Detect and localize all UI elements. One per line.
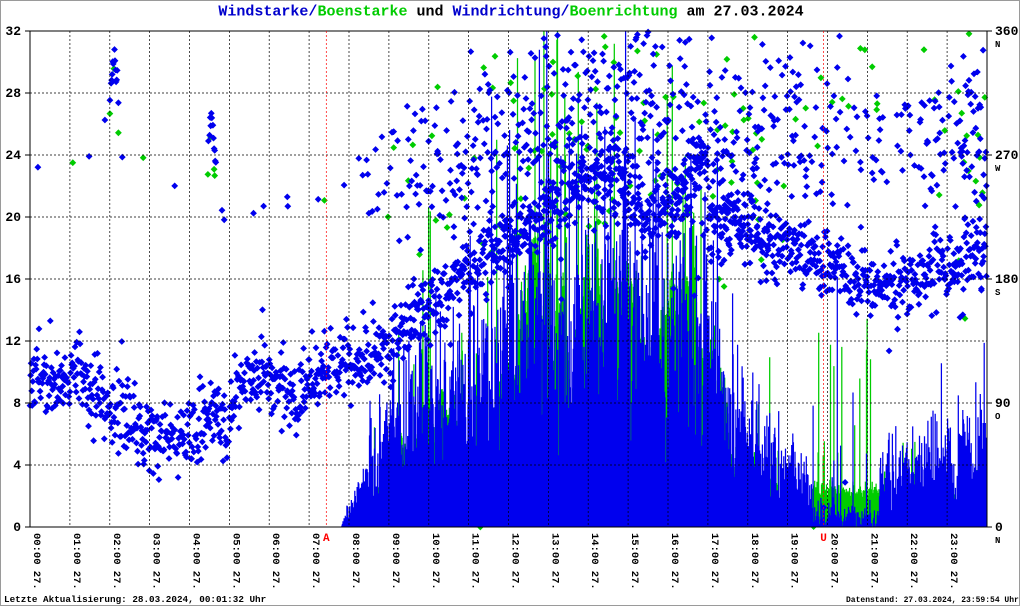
svg-text:04:00 27.: 04:00 27. [190, 533, 202, 590]
svg-text:0: 0 [13, 520, 21, 535]
svg-text:17:00 27.: 17:00 27. [708, 533, 720, 590]
svg-text:24: 24 [5, 148, 21, 163]
svg-text:01:00 27.: 01:00 27. [70, 533, 82, 590]
svg-text:14:00 27.: 14:00 27. [588, 533, 600, 590]
svg-text:O: O [995, 412, 1001, 422]
svg-text:02:00 27.: 02:00 27. [110, 533, 122, 590]
svg-text:20:00 27.: 20:00 27. [828, 533, 840, 590]
svg-text:13:00 27.: 13:00 27. [548, 533, 560, 590]
svg-text:32: 32 [5, 24, 21, 39]
svg-text:12: 12 [5, 334, 21, 349]
svg-text:A: A [323, 533, 330, 545]
svg-text:N: N [995, 536, 1000, 546]
svg-text:09:00 27.: 09:00 27. [389, 533, 401, 590]
svg-text:05:00 27.: 05:00 27. [229, 533, 241, 590]
svg-text:Letzte Aktualisierung: 28.03.2: Letzte Aktualisierung: 28.03.2024, 00:01… [4, 594, 266, 605]
svg-text:360: 360 [995, 24, 1019, 39]
svg-text:U: U [820, 533, 827, 545]
svg-text:00:00 27.: 00:00 27. [30, 533, 42, 590]
svg-text:90: 90 [995, 396, 1011, 411]
svg-text:16:00 27.: 16:00 27. [668, 533, 680, 590]
svg-text:08:00 27.: 08:00 27. [349, 533, 361, 590]
svg-text:15:00 27.: 15:00 27. [628, 533, 640, 590]
svg-text:11:00 27.: 11:00 27. [469, 533, 481, 590]
svg-text:Datenstand: 27.03.2024, 23:59:: Datenstand: 27.03.2024, 23:59:54 Uhr [846, 596, 1019, 605]
svg-text:12:00 27.: 12:00 27. [509, 533, 521, 590]
svg-text:19:00 27.: 19:00 27. [788, 533, 800, 590]
svg-text:180: 180 [995, 272, 1019, 287]
svg-text:22:00 27.: 22:00 27. [907, 533, 919, 590]
svg-text:18:00 27.: 18:00 27. [748, 533, 760, 590]
svg-text:8: 8 [13, 396, 21, 411]
svg-text:20: 20 [5, 210, 21, 225]
svg-text:23:00 27.: 23:00 27. [947, 533, 959, 590]
svg-text:270: 270 [995, 148, 1019, 163]
svg-text:03:00 27.: 03:00 27. [150, 533, 162, 590]
svg-text:S: S [995, 288, 1001, 298]
svg-text:N: N [995, 40, 1000, 50]
svg-text:Windstarke/Boenstarke und Wind: Windstarke/Boenstarke und Windrichtung/B… [218, 4, 803, 21]
svg-text:W: W [995, 164, 1001, 174]
svg-text:06:00 27.: 06:00 27. [269, 533, 281, 590]
svg-text:10:00 27.: 10:00 27. [429, 533, 441, 590]
svg-text:16: 16 [5, 272, 21, 287]
svg-text:07:00 27.: 07:00 27. [309, 533, 321, 590]
svg-text:0: 0 [995, 520, 1003, 535]
svg-text:28: 28 [5, 86, 21, 101]
svg-text:4: 4 [13, 458, 21, 473]
svg-text:21:00 27.: 21:00 27. [867, 533, 879, 590]
